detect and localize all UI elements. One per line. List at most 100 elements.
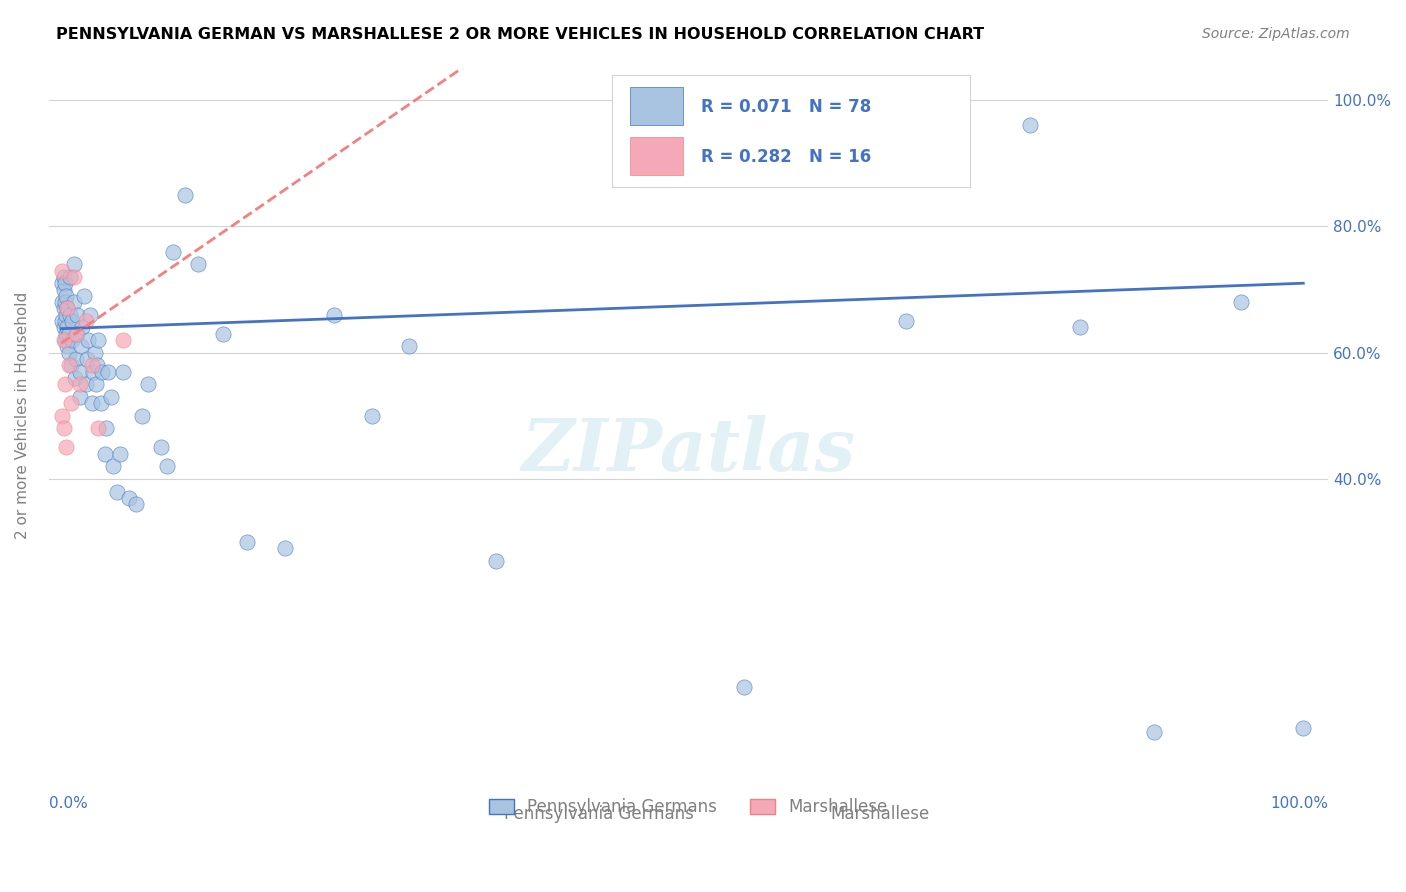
Point xyxy=(1143,724,1166,739)
Point xyxy=(52,301,75,316)
Text: 100.0%: 100.0% xyxy=(1270,797,1329,812)
Point xyxy=(75,314,97,328)
Point xyxy=(51,409,73,423)
Point xyxy=(60,359,83,373)
Point xyxy=(60,314,83,328)
Point xyxy=(53,295,76,310)
Point xyxy=(84,377,107,392)
Point xyxy=(79,308,101,322)
Point xyxy=(83,345,105,359)
Point xyxy=(51,314,73,328)
Point xyxy=(72,289,94,303)
Point xyxy=(56,301,79,316)
Point xyxy=(94,421,117,435)
Point xyxy=(360,409,382,423)
Point xyxy=(108,447,131,461)
Legend: Pennsylvania Germans, Marshallese: Pennsylvania Germans, Marshallese xyxy=(481,789,897,824)
Point xyxy=(149,441,172,455)
Point xyxy=(56,339,79,353)
Point xyxy=(236,535,259,549)
Point xyxy=(55,289,77,303)
Point xyxy=(70,339,93,353)
Point xyxy=(1019,119,1042,133)
Point xyxy=(136,377,159,392)
Point xyxy=(51,277,73,291)
Point xyxy=(118,491,141,505)
Point xyxy=(125,497,148,511)
Point xyxy=(55,441,77,455)
Point xyxy=(69,377,91,392)
Point xyxy=(894,314,917,328)
Point xyxy=(82,365,104,379)
Point xyxy=(112,365,135,379)
Point xyxy=(52,320,75,334)
Point xyxy=(86,359,108,373)
Point xyxy=(65,326,87,341)
Point xyxy=(62,269,84,284)
Text: 0.0%: 0.0% xyxy=(49,797,87,812)
Point xyxy=(90,396,112,410)
Point xyxy=(52,333,75,347)
Point xyxy=(62,295,84,310)
Point xyxy=(100,390,122,404)
Text: Pennsylvania Germans: Pennsylvania Germans xyxy=(503,805,693,822)
Point xyxy=(56,320,79,334)
Point xyxy=(211,326,233,341)
Point xyxy=(58,345,80,359)
Point xyxy=(52,283,75,297)
Text: Source: ZipAtlas.com: Source: ZipAtlas.com xyxy=(1202,27,1350,41)
Point xyxy=(52,269,75,284)
Point xyxy=(105,484,128,499)
Point xyxy=(97,365,120,379)
Point xyxy=(55,326,77,341)
Point xyxy=(1069,320,1091,334)
Point xyxy=(60,396,83,410)
Point xyxy=(103,459,125,474)
Point xyxy=(75,377,97,392)
Point xyxy=(87,333,110,347)
Point xyxy=(1292,722,1315,736)
Point xyxy=(51,295,73,310)
Point xyxy=(52,421,75,435)
Point xyxy=(77,333,100,347)
Point xyxy=(69,365,91,379)
Point xyxy=(53,333,76,347)
Point xyxy=(66,326,89,341)
Point xyxy=(398,339,420,353)
Point xyxy=(162,244,184,259)
Point xyxy=(59,308,82,322)
Point xyxy=(53,377,76,392)
Point xyxy=(82,396,104,410)
Point xyxy=(59,269,82,284)
Point xyxy=(156,459,179,474)
Point xyxy=(1230,295,1253,310)
Point xyxy=(63,371,86,385)
Point xyxy=(93,447,115,461)
Point xyxy=(112,333,135,347)
Point xyxy=(91,365,114,379)
Point xyxy=(76,351,98,366)
Point xyxy=(187,257,209,271)
Point xyxy=(53,314,76,328)
Point xyxy=(87,421,110,435)
Point xyxy=(56,301,79,316)
Point xyxy=(733,681,755,695)
Point xyxy=(66,308,89,322)
Point xyxy=(62,257,84,271)
Point xyxy=(65,351,87,366)
Point xyxy=(58,359,80,373)
Point xyxy=(58,326,80,341)
Point xyxy=(274,541,297,556)
Point xyxy=(323,308,346,322)
Point xyxy=(131,409,153,423)
Point xyxy=(55,308,77,322)
Text: Marshallese: Marshallese xyxy=(831,805,929,822)
Point xyxy=(51,263,73,277)
Point xyxy=(485,554,508,568)
Y-axis label: 2 or more Vehicles in Household: 2 or more Vehicles in Household xyxy=(15,293,30,540)
Point xyxy=(60,333,83,347)
Point xyxy=(174,187,197,202)
Point xyxy=(69,390,91,404)
Point xyxy=(72,320,94,334)
Point xyxy=(82,359,104,373)
